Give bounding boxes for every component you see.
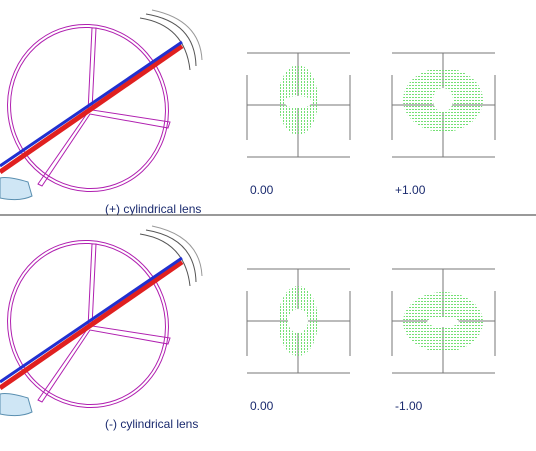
caption: (+) cylindrical lens (105, 202, 201, 216)
spot-label: -1.00 (395, 399, 423, 413)
caption: (-) cylindrical lens (105, 417, 198, 431)
spot-diagram (246, 268, 351, 374)
panel-top: 0.00 +1.00 (+) cylindrical lens (0, 2, 496, 216)
spot-label: 0.00 (250, 183, 274, 197)
spot-diagram (391, 52, 496, 158)
lens-drawing (0, 218, 202, 431)
spot-diagram (391, 268, 496, 374)
lens-drawing (0, 2, 202, 215)
spot-diagram (246, 52, 351, 158)
spot-label: +1.00 (395, 183, 426, 197)
panel-bottom: 0.00 -1.00 (-) cylindrical lens (0, 218, 496, 431)
spot-label: 0.00 (250, 399, 274, 413)
